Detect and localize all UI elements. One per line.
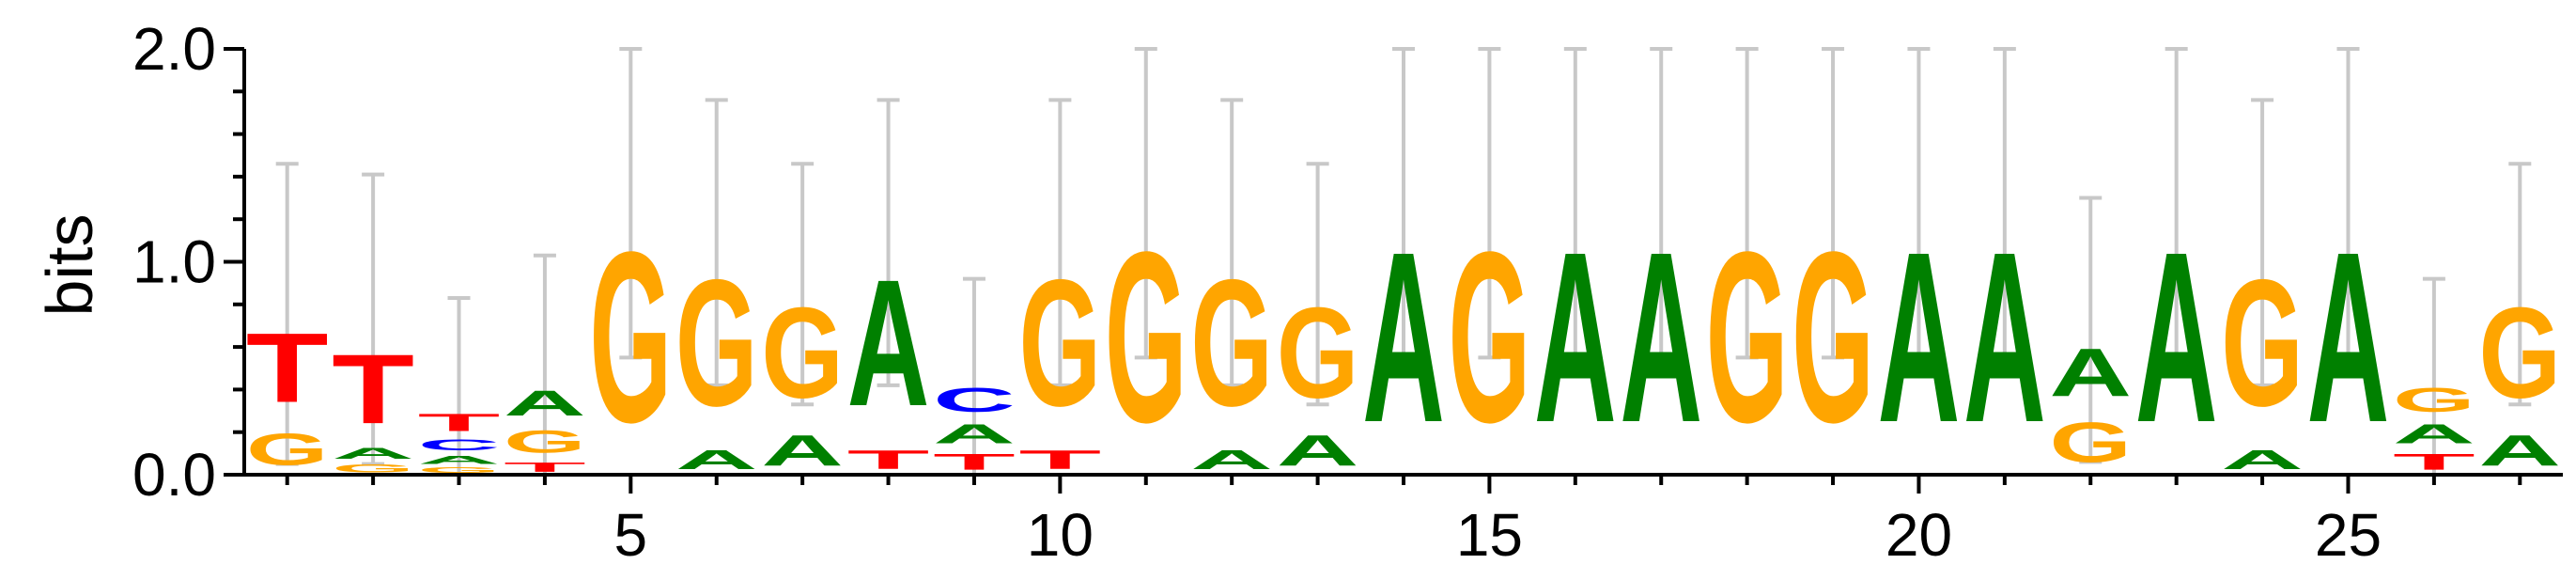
letter-C-pos-9: C (933, 382, 1016, 420)
axes: 0.0 1.0 2.0 5 10 15 20 25 (132, 15, 2563, 569)
x-tick-label: 25 (2315, 501, 2382, 569)
letter-A-pos-12: A (1190, 445, 1273, 475)
letter-T-pos-1: T (246, 312, 329, 423)
letter-G-pos-4: G (504, 424, 586, 460)
letter-A-pos-6: A (675, 445, 758, 475)
y-axis-label: bits (33, 214, 106, 317)
letter-A-pos-17: A (1620, 201, 1702, 473)
y-tick-label: 2.0 (132, 15, 216, 83)
letter-T-pos-4: T (504, 460, 586, 475)
letter-G-pos-13: G (1277, 280, 1359, 425)
y-tick-label: 0.0 (132, 441, 216, 509)
letter-A-pos-7: A (761, 426, 844, 475)
letter-T-pos-26: T (2393, 449, 2475, 475)
letter-A-pos-13: A (1277, 426, 1359, 475)
letter-T-pos-2: T (332, 334, 414, 445)
letter-A-pos-25: A (2307, 201, 2390, 473)
letter-A-pos-22: A (2049, 335, 2132, 411)
letter-A-pos-8: A (847, 243, 930, 445)
letter-G-pos-19: G (1792, 202, 1874, 474)
letter-G-pos-15: G (1449, 202, 1531, 474)
letter-G-pos-5: G (589, 202, 672, 474)
letter-A-pos-27: A (2478, 426, 2561, 475)
letter-G-pos-3: G (418, 466, 501, 475)
y-tick-label: 1.0 (132, 228, 216, 296)
letter-A-pos-24: A (2221, 445, 2304, 475)
letter-G-pos-7: G (761, 280, 844, 425)
letter-G-pos-6: G (675, 243, 758, 445)
letter-G-pos-27: G (2478, 280, 2561, 425)
letter-G-pos-12: G (1190, 243, 1273, 445)
letter-A-pos-4: A (504, 384, 586, 424)
letter-G-pos-11: G (1105, 202, 1187, 474)
letter-A-pos-20: A (1878, 201, 1961, 473)
letter-A-pos-26: A (2393, 419, 2475, 449)
letter-G-pos-1: G (246, 424, 329, 475)
letter-T-pos-9: T (933, 449, 1016, 475)
x-tick-label: 10 (1027, 501, 1094, 569)
letter-G-pos-24: G (2221, 243, 2304, 445)
letter-A-pos-14: A (1362, 201, 1445, 473)
x-tick-label: 20 (1885, 501, 1952, 569)
letter-G-pos-22: G (2049, 411, 2132, 475)
letter-G-pos-18: G (1706, 202, 1789, 474)
letter-G-pos-10: G (1018, 243, 1101, 445)
letter-C-pos-3: C (418, 436, 501, 453)
x-tick-label: 5 (614, 501, 648, 569)
letter-G-pos-2: G (332, 462, 414, 475)
letter-A-pos-2: A (332, 445, 414, 462)
letter-G-pos-26: G (2393, 381, 2475, 419)
letter-T-pos-8: T (847, 445, 930, 475)
x-tick-label: 15 (1456, 501, 1523, 569)
error-bars (275, 47, 2532, 477)
letter-A-pos-9: A (933, 419, 1016, 449)
letter-T-pos-3: T (418, 409, 501, 436)
letter-A-pos-16: A (1534, 201, 1617, 473)
letter-A-pos-23: A (2135, 201, 2218, 473)
letter-T-pos-10: T (1018, 445, 1101, 475)
letter-A-pos-21: A (1963, 201, 2046, 473)
letter-A-pos-3: A (418, 453, 501, 465)
